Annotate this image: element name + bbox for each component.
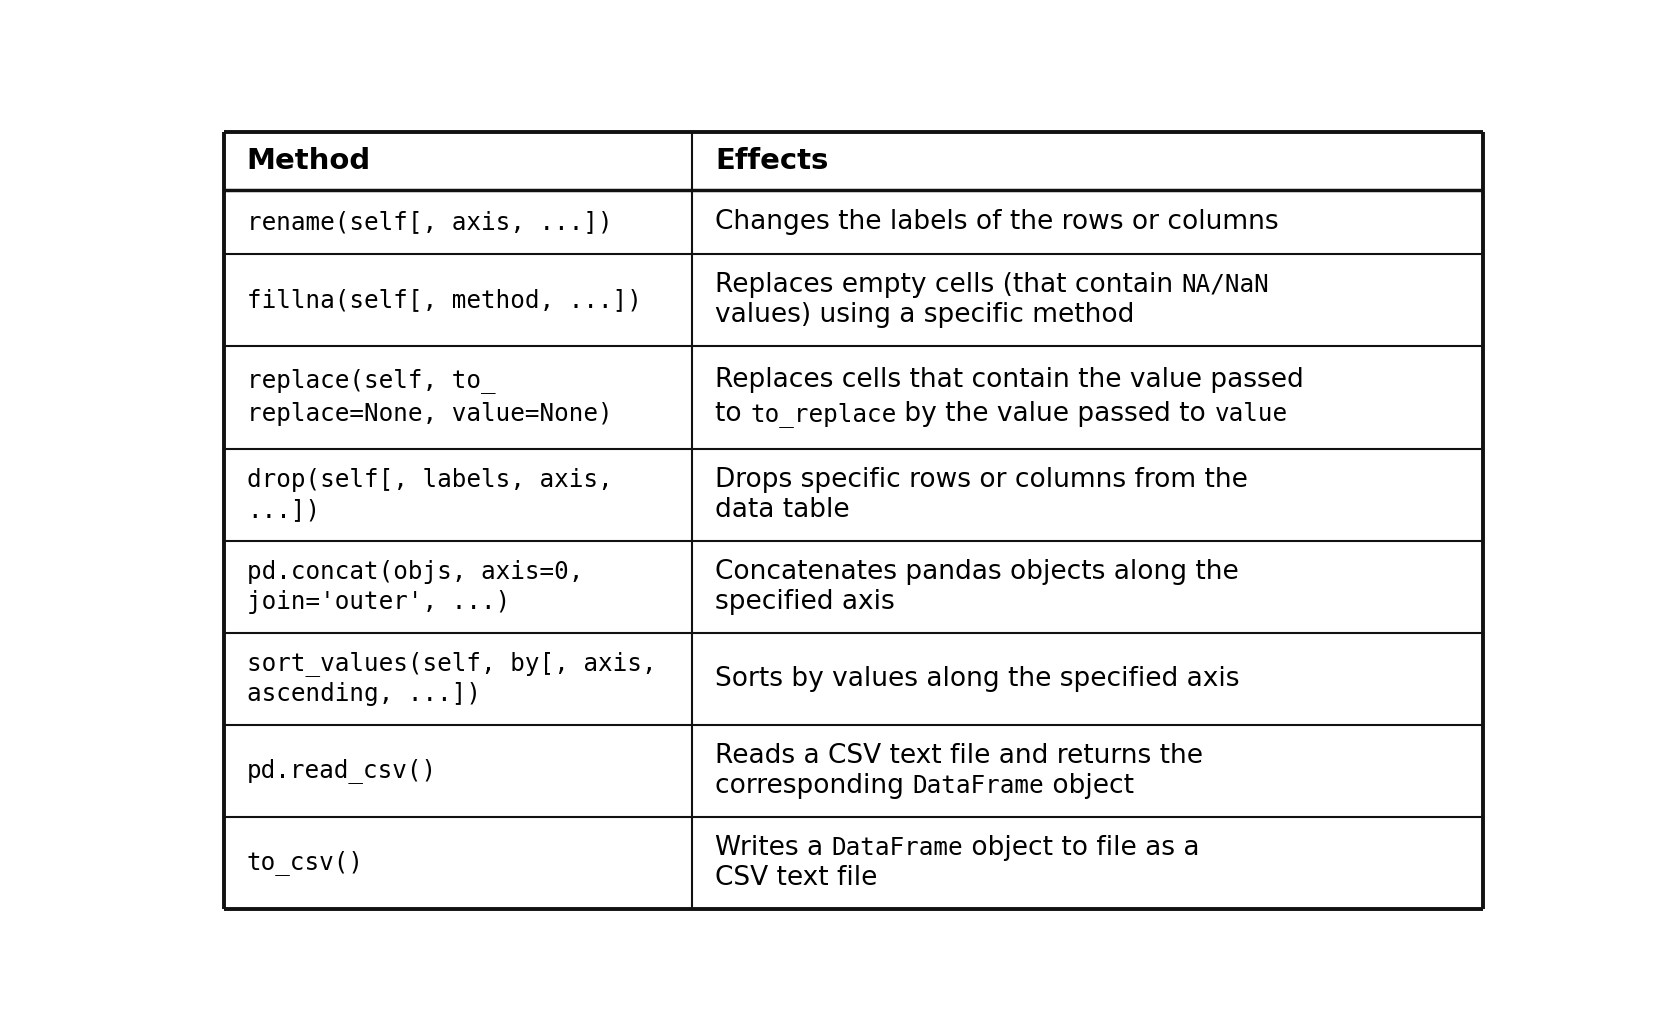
Text: replace(self, to_: replace(self, to_ xyxy=(246,368,496,392)
Text: to_csv(): to_csv() xyxy=(246,851,364,876)
Text: ascending, ...]): ascending, ...]) xyxy=(246,682,481,706)
Text: DataFrame: DataFrame xyxy=(832,835,963,860)
Text: pd.concat(objs, axis=0,: pd.concat(objs, axis=0, xyxy=(246,559,582,584)
Text: corresponding: corresponding xyxy=(716,772,912,799)
Text: data table: data table xyxy=(716,497,849,523)
Text: object to file as a: object to file as a xyxy=(963,834,1200,861)
Text: fillna(self[, method, ...]): fillna(self[, method, ...]) xyxy=(246,288,641,312)
Text: DataFrame: DataFrame xyxy=(912,774,1043,798)
Text: replace=None, value=None): replace=None, value=None) xyxy=(246,403,612,426)
Text: object: object xyxy=(1043,772,1133,799)
Text: Writes a: Writes a xyxy=(716,834,832,861)
Text: Replaces empty cells (that contain: Replaces empty cells (that contain xyxy=(716,272,1181,298)
Text: value: value xyxy=(1213,403,1286,426)
Text: drop(self[, labels, axis,: drop(self[, labels, axis, xyxy=(246,468,612,491)
Text: Reads a CSV text file and returns the: Reads a CSV text file and returns the xyxy=(716,743,1203,768)
Text: Method: Method xyxy=(246,146,371,175)
Text: to_replace: to_replace xyxy=(750,402,895,426)
Text: values) using a specific method: values) using a specific method xyxy=(716,302,1133,329)
Text: join='outer', ...): join='outer', ...) xyxy=(246,590,509,614)
Text: specified axis: specified axis xyxy=(716,589,895,615)
Text: Concatenates pandas objects along the: Concatenates pandas objects along the xyxy=(716,558,1238,585)
Text: Drops specific rows or columns from the: Drops specific rows or columns from the xyxy=(716,467,1248,492)
Text: Sorts by values along the specified axis: Sorts by values along the specified axis xyxy=(716,665,1240,692)
Text: CSV text file: CSV text file xyxy=(716,865,877,891)
Text: ...]): ...]) xyxy=(246,497,319,522)
Text: by the value passed to: by the value passed to xyxy=(895,402,1213,427)
Text: pd.read_csv(): pd.read_csv() xyxy=(246,758,436,783)
Text: sort_values(self, by[, axis,: sort_values(self, by[, axis, xyxy=(246,651,656,676)
Text: Effects: Effects xyxy=(716,146,829,175)
Text: to: to xyxy=(716,402,750,427)
Text: Changes the labels of the rows or columns: Changes the labels of the rows or column… xyxy=(716,209,1278,235)
Text: Replaces cells that contain the value passed: Replaces cells that contain the value pa… xyxy=(716,368,1303,393)
Text: NA/NaN: NA/NaN xyxy=(1181,273,1268,297)
Text: rename(self[, axis, ...]): rename(self[, axis, ...]) xyxy=(246,210,612,234)
